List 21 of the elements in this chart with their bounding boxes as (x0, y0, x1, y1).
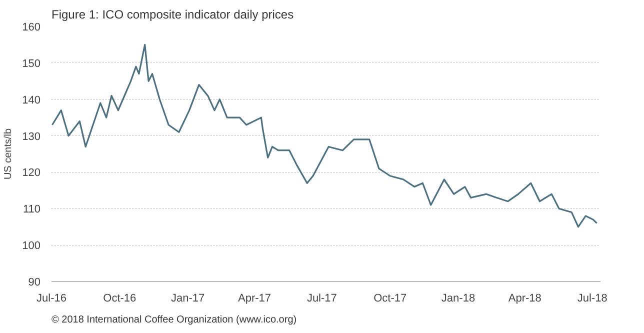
y-tick-label: 160 (22, 22, 41, 34)
y-axis-title: US cents/lb (3, 128, 14, 180)
x-tick-label: Jul-17 (306, 292, 337, 304)
y-tick-label: 150 (22, 58, 41, 70)
x-tick-label: Oct-17 (374, 292, 407, 304)
text: © 2018 International Coffee Organization (www.ico.org) (52, 314, 297, 326)
x-tick-label: Apr-18 (508, 292, 542, 304)
x-tick-label: Jul-18 (577, 292, 608, 304)
x-tick-label: Jan-17 (171, 292, 205, 304)
x-tick-label: Jul-16 (36, 292, 66, 304)
chart-title: Figure 1: ICO composite indicator daily prices (52, 8, 294, 22)
x-tick-label: Apr-17 (238, 292, 272, 304)
y-tick-label: 110 (22, 204, 41, 216)
y-tick-label: 140 (22, 94, 41, 106)
y-tick-label: 130 (22, 130, 41, 143)
y-tick-label: 100 (22, 240, 41, 252)
y-tick-label: 90 (28, 276, 41, 288)
x-tick-label: Jan-18 (441, 292, 476, 304)
y-tick-label: 120 (22, 167, 41, 180)
line-series (52, 44, 598, 228)
x-tick-label: Oct-16 (103, 292, 136, 304)
